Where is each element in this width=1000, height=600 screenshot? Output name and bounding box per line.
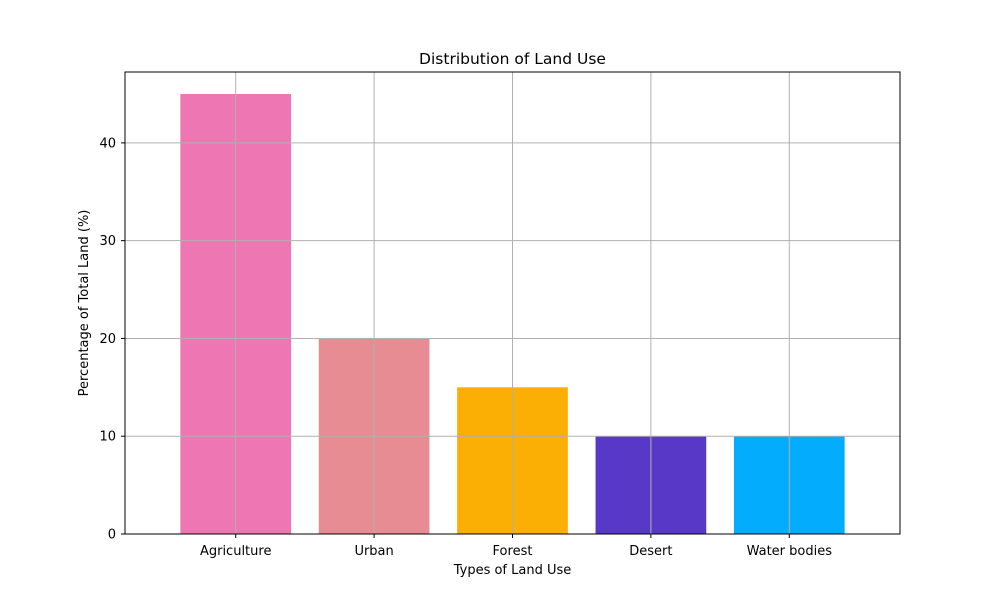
x-tick-label: Urban [354,544,393,559]
x-tick-label: Forest [493,544,533,559]
chart-title: Distribution of Land Use [419,50,606,68]
y-tick-label: 0 [108,528,116,543]
x-tick-label: Agriculture [200,544,272,559]
y-tick-label: 30 [99,234,116,249]
x-axis-ticks: Agriculture Urban Forest Desert Water bodies [200,534,832,559]
y-tick-label: 20 [99,332,116,347]
x-tick-label: Water bodies [747,544,833,559]
y-axis-label: Percentage of Total Land (%) [77,210,92,397]
y-tick-label: 10 [99,430,116,445]
x-tick-label: Desert [629,544,672,559]
y-tick-label: 40 [99,136,116,151]
y-axis-ticks: 0 10 20 30 40 [99,136,125,543]
x-axis-label: Types of Land Use [453,563,572,578]
